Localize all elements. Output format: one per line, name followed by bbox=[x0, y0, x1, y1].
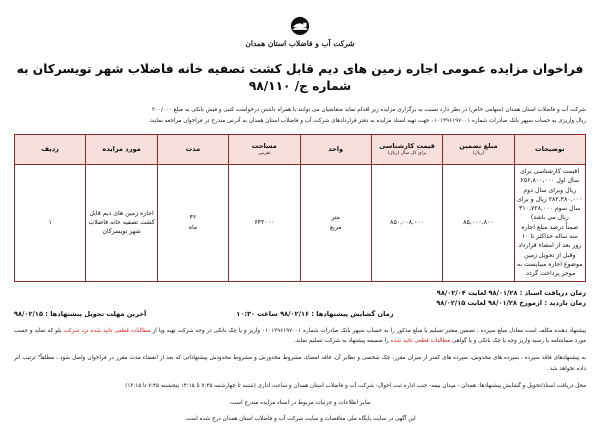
location-and-hours-paragraph: محل دریافت اسناد/تحویل و گشایش پیشنهادها… bbox=[125, 383, 586, 390]
opening-label: زمان گشایش پیشنهادها : bbox=[311, 309, 394, 318]
opening-time: ۱۰:۳۰ bbox=[236, 309, 256, 318]
guarantee-highlight-1: مطالبات bbox=[130, 327, 151, 334]
receive-from: ۹۸/۰۱/۲۸ bbox=[488, 288, 518, 297]
cell-area: ۶۴۲۰۰۰ bbox=[228, 164, 301, 282]
column-header-area-sub: تقریبی bbox=[257, 151, 271, 156]
notes-line-2: ۲۸۲,۴۸۰,۰۰۰ ریال و برای سال سوم ۳۱۰,۷۲۸,… bbox=[517, 195, 583, 222]
deadline-and-opening-row: آخرین مهلت تحویل پیشنهادها : ۹۸/۰۲/۱۵ زم… bbox=[14, 309, 586, 320]
site-visit-date-line: زمان بازدید : ازمورخ ۹۸/۰۱/۲۸ لغایت ۹۸/۰… bbox=[14, 298, 586, 309]
cell-item: اجاره زمین های دیم قابل کشت تصفیه خانه ف… bbox=[85, 164, 158, 282]
visit-to: ۹۸/۰۲/۱۵ bbox=[436, 299, 466, 308]
visit-label: زمان بازدید : ازمورخ bbox=[519, 299, 586, 308]
intro-paragraph: شرکت آب و فاضلاب استان همدان (سهامی خاص)… bbox=[14, 105, 586, 127]
notes-line-3: ضمناً درصد مبلغ اجاره سه ساله حداکثر تا … bbox=[518, 223, 582, 250]
column-header-price: قیمت کارشناسی برای کل سال (ریال) bbox=[370, 134, 444, 165]
guarantee-highlight-3: مطالبات قطعی تائید شده bbox=[390, 338, 451, 345]
column-header-guarantee-label: مبلغ تضمین bbox=[459, 142, 498, 151]
guarantee-text-c: را ضمیمه پیشنهاد به شرکت تسلیم نماید. bbox=[294, 338, 389, 345]
notes-line-4: وقبل از تحویل زمین موضوع اجاره میبایست ب… bbox=[517, 251, 583, 278]
rejection-conditions-paragraph: به پیشنهادهای فاقد سپرده ، سپرده های مخد… bbox=[14, 355, 586, 373]
column-header-guarantee-sub: (ریال) bbox=[472, 151, 485, 156]
document-receipt-date-line: زمان دریافت اسناد : ۹۸/۰۱/۲۸ لغایت ۹۸/۰۲… bbox=[14, 288, 586, 299]
cell-price: ۸۵۰,۰۰۸,۰۰۰ bbox=[370, 164, 444, 282]
intro-line-1: شرکت آب و فاضلاب استان همدان (سهامی خاص)… bbox=[151, 107, 586, 114]
table-body: (قیمت کارشناسی برای سال اول ۲۵۶,۸۰۰,۰۰۰ … bbox=[13, 164, 587, 282]
table-header: توضیحات مبلغ تضمین (ریال) قیمت کارشناسی … bbox=[13, 134, 587, 165]
cell-guarantee: ۸۵,۰۰۰,۸۰۰ bbox=[442, 164, 515, 282]
guarantee-conditions-paragraph: پیشنهاد دهنده مکلف است معادل مبلغ سپرده … bbox=[14, 326, 586, 348]
column-header-area: مساحت تقریبی bbox=[228, 134, 301, 165]
opening-time-word: ساعت bbox=[257, 309, 278, 318]
guarantee-highlight-2: قطعی تائید شده نزد شرکت bbox=[63, 327, 129, 334]
visit-to-word: لغایت bbox=[467, 299, 486, 308]
column-header-notes: توضیحات bbox=[513, 134, 587, 165]
deadline-value: ۹۸/۰۲/۱۵ bbox=[14, 309, 43, 318]
key-dates-block: زمان دریافت اسناد : ۹۸/۰۱/۲۸ لغایت ۹۸/۰۲… bbox=[14, 288, 586, 320]
unit-line-2: مربع bbox=[329, 223, 342, 231]
bid-opening-line: زمان گشایش پیشنهادها : ۹۸/۰۲/۱۶ ساعت ۱۰:… bbox=[236, 309, 393, 320]
column-header-price-sub: برای کل سال (ریال) bbox=[387, 151, 427, 156]
column-header-row: ردیف bbox=[13, 134, 87, 165]
cell-unit: متر مربع bbox=[299, 164, 372, 282]
notes-line-1: (قیمت کارشناسی برای سال اول ۲۵۶,۸۰۰,۰۰۰ … bbox=[520, 168, 580, 194]
opening-value: ۹۸/۰۲/۱۶ bbox=[280, 309, 310, 318]
unit-line-1: متر bbox=[331, 214, 340, 222]
deadline-label: آخرین مهلت تحویل پیشنهادها : bbox=[45, 309, 147, 318]
duration-value: ۳۶ bbox=[189, 214, 197, 222]
table-header-row: توضیحات مبلغ تضمین (ریال) قیمت کارشناسی … bbox=[13, 134, 587, 165]
page-title: فراخوان مزایده عمومی اجاره زمین های دیم … bbox=[16, 62, 584, 93]
guarantee-text-a: پیشنهاد دهنده مکلف است معادل مبلغ سپرده … bbox=[152, 327, 587, 334]
column-header-price-label: قیمت کارشناسی bbox=[379, 142, 435, 151]
receive-label: زمان دریافت اسناد : bbox=[519, 288, 586, 297]
cell-notes: (قیمت کارشناسی برای سال اول ۲۵۶,۸۰۰,۰۰۰ … bbox=[513, 164, 587, 282]
column-header-item: مورد مزایده bbox=[85, 134, 158, 165]
duration-unit: ماه bbox=[188, 223, 198, 231]
cell-duration: ۳۶ ماه bbox=[156, 164, 230, 282]
column-header-unit: واحد bbox=[299, 134, 372, 165]
table-row: (قیمت کارشناسی برای سال اول ۲۵۶,۸۰۰,۰۰۰ … bbox=[13, 164, 587, 282]
receive-to-word: لغایت bbox=[468, 288, 487, 297]
organization-name: شرکت آب و فاضلاب استان همدان bbox=[245, 39, 355, 48]
guarantee-text-b: بلو که نماید و حسب مورد ضمانتنامه یا رسی… bbox=[14, 327, 586, 345]
column-header-duration: مدت bbox=[156, 134, 230, 165]
publication-notice-paragraph: این آگهی در سایت پایگاه ملی مناقصات و سا… bbox=[184, 416, 416, 423]
cell-row-number: ۱ bbox=[13, 164, 87, 282]
column-header-area-label: مساحت bbox=[251, 142, 277, 151]
visit-from: ۹۸/۰۱/۲۸ bbox=[487, 299, 517, 308]
column-header-guarantee: مبلغ تضمین (ریال) bbox=[442, 134, 515, 165]
water-wave-emblem-icon bbox=[287, 13, 313, 39]
receive-to: ۹۸/۰۲/۰۴ bbox=[436, 288, 466, 297]
auction-items-table: توضیحات مبلغ تضمین (ریال) قیمت کارشناسی … bbox=[13, 134, 587, 282]
submission-deadline-line: آخرین مهلت تحویل پیشنهادها : ۹۸/۰۲/۱۵ bbox=[14, 309, 146, 320]
letterhead: شرکت آب و فاضلاب استان همدان bbox=[0, 0, 600, 48]
additional-info-paragraph: سایر اطلاعات و جزئیات مربوط در اسناد مزا… bbox=[229, 400, 371, 407]
intro-line-2: ریال واریزی به حساب سپهر بانک صادرات شما… bbox=[148, 118, 586, 125]
